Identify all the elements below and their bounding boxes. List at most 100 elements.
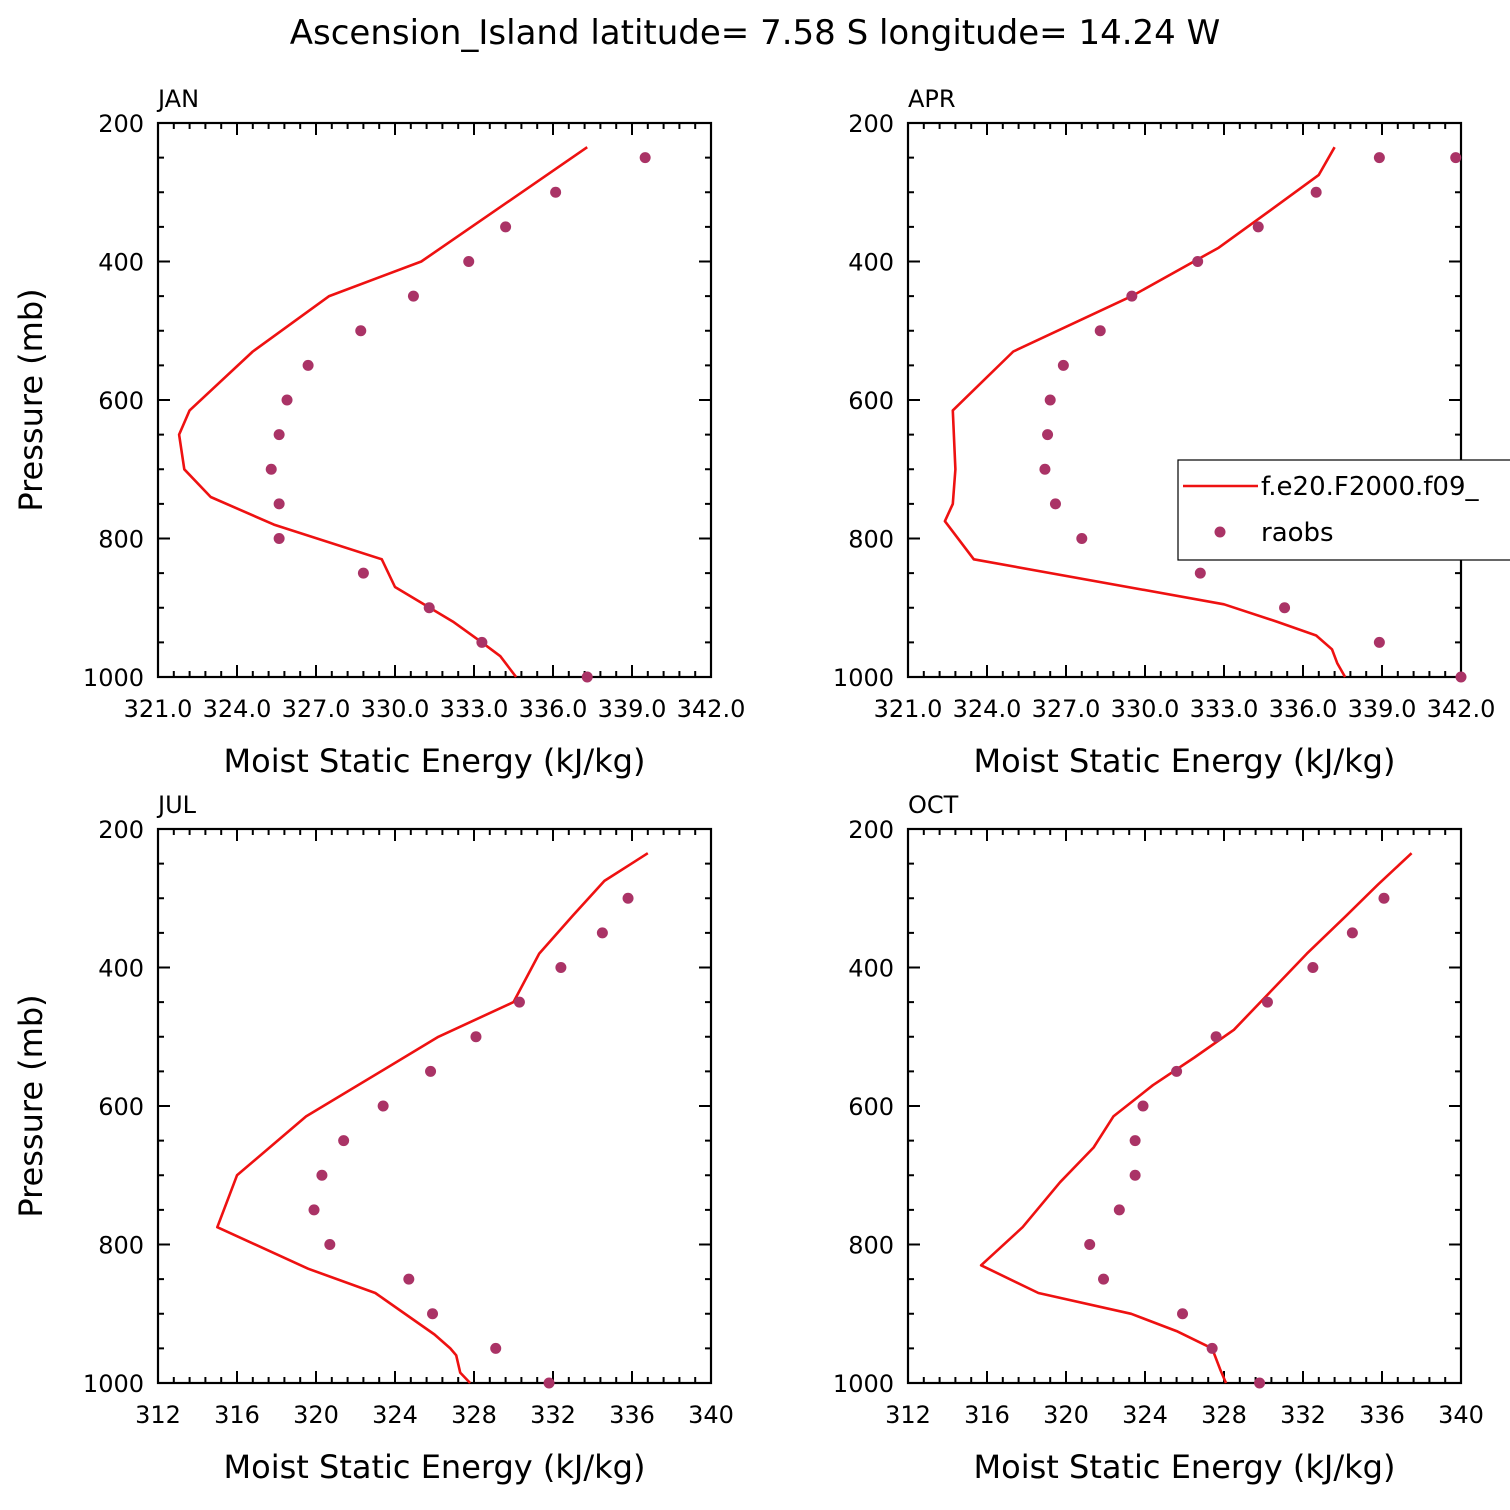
raobs-point — [550, 186, 562, 198]
x-tick-label: 342.0 — [1427, 695, 1496, 723]
x-tick-label: 333.0 — [440, 695, 509, 723]
raobs-point — [407, 290, 419, 302]
x-tick-label: 324.0 — [953, 695, 1022, 723]
y-tick-label: 400 — [98, 249, 144, 277]
x-tick-label: 321.0 — [124, 695, 193, 723]
y-tick-label: 200 — [98, 110, 144, 138]
raobs-point — [355, 325, 367, 337]
x-axis-label: Moist Static Energy (kJ/kg) — [224, 742, 646, 780]
figure-title: Ascension_Island latitude= 7.58 S longit… — [290, 13, 1221, 53]
raobs-point — [1098, 1273, 1110, 1285]
y-tick-label: 600 — [848, 1093, 894, 1121]
raobs-point — [1346, 927, 1358, 939]
plot-frame — [156, 827, 713, 1385]
raobs-point — [1129, 1169, 1141, 1181]
raobs-point — [1279, 602, 1291, 614]
model-line — [979, 852, 1413, 1384]
x-tick-label: 328 — [1201, 1401, 1247, 1429]
raobs-point — [1039, 463, 1051, 475]
raobs-point — [308, 1204, 320, 1216]
raobs-point — [513, 996, 525, 1008]
raobs-point — [555, 962, 567, 973]
x-axis-label: Moist Static Energy (kJ/kg) — [974, 1448, 1396, 1486]
x-tick-label: 320 — [1043, 1401, 1089, 1429]
raobs-point — [581, 671, 593, 683]
y-axis-label: Pressure (mb) — [12, 288, 50, 511]
x-tick-label: 336 — [1359, 1401, 1405, 1429]
x-tick-label: 327.0 — [282, 695, 351, 723]
x-tick-label: 324.0 — [203, 695, 272, 723]
legend-obs-marker — [1214, 526, 1226, 538]
y-tick-label: 1000 — [83, 1370, 144, 1398]
plot-frame — [906, 827, 1463, 1385]
raobs-point — [1450, 152, 1462, 164]
raobs-point — [1177, 1308, 1189, 1320]
x-tick-label: 320 — [293, 1401, 339, 1429]
x-axis-label: Moist Static Energy (kJ/kg) — [974, 742, 1396, 780]
raobs-point — [470, 1031, 482, 1043]
x-tick-label: 342.0 — [677, 695, 746, 723]
raobs-point — [1049, 498, 1061, 510]
raobs-point — [265, 463, 277, 475]
plot-frame — [906, 121, 1463, 679]
raobs-point — [403, 1273, 415, 1285]
raobs-point — [273, 429, 285, 441]
x-tick-label: 336 — [609, 1401, 655, 1429]
x-tick-label: 332 — [530, 1401, 576, 1429]
raobs-point — [1261, 996, 1273, 1008]
raobs-point — [1042, 429, 1054, 441]
panel-label: JUL — [156, 791, 197, 819]
y-tick-label: 1000 — [833, 664, 894, 692]
raobs-point — [1076, 533, 1088, 544]
raobs-point — [1084, 1239, 1096, 1250]
raobs-point — [1252, 221, 1264, 233]
raobs-point — [1373, 636, 1385, 648]
panels: JAN 321.0 324.0 327.0 330.0 333.0 336.0 339.0 34… — [12, 85, 1495, 1486]
x-tick-label: 324 — [372, 1401, 418, 1429]
y-tick-label: 600 — [98, 387, 144, 415]
raobs-point — [1373, 152, 1385, 164]
y-tick-label: 600 — [98, 1093, 144, 1121]
raobs-point — [543, 1377, 555, 1389]
raobs-point — [476, 636, 488, 648]
x-tick-label: 336.0 — [1269, 695, 1338, 723]
x-tick-label: 340 — [1438, 1401, 1484, 1429]
x-tick-label: 339.0 — [598, 695, 667, 723]
x-tick-label: 327.0 — [1032, 695, 1101, 723]
legend-obs-label: raobs — [1261, 518, 1334, 548]
y-axis-label: Pressure (mb) — [12, 994, 50, 1217]
legend: f.e20.F2000.f09_ raobs — [1177, 459, 1510, 561]
y-tick-label: 200 — [848, 816, 894, 844]
raobs-point — [357, 567, 369, 579]
x-tick-label: 330.0 — [361, 695, 430, 723]
legend-model-label: f.e20.F2000.f09_ — [1261, 472, 1479, 502]
y-tick-label: 800 — [98, 526, 144, 554]
model-line — [943, 146, 1347, 678]
raobs-point — [1194, 567, 1206, 579]
x-tick-label: 324 — [1122, 1401, 1168, 1429]
raobs-point — [1094, 325, 1106, 337]
raobs-point — [1171, 1065, 1183, 1077]
y-tick-label: 200 — [98, 816, 144, 844]
x-tick-label: 328 — [451, 1401, 497, 1429]
raobs-point — [1455, 671, 1467, 683]
y-tick-label: 800 — [848, 526, 894, 554]
y-tick-label: 800 — [848, 1232, 894, 1260]
panel-label: JAN — [156, 85, 199, 113]
raobs-point — [500, 221, 512, 233]
raobs-point — [1378, 892, 1390, 904]
y-tick-label: 200 — [848, 110, 894, 138]
panel-jul: JUL 312 316 320 324 328 332 336 340 200 400 600 800 1… — [12, 791, 734, 1486]
panel-oct: OCT 312 316 320 324 328 332 336 340 200 400 600 800 1… — [833, 791, 1484, 1486]
raobs-point — [316, 1169, 328, 1181]
y-tick-label: 1000 — [833, 1370, 894, 1398]
y-tick-label: 600 — [848, 387, 894, 415]
x-axis-label: Moist Static Energy (kJ/kg) — [224, 1448, 646, 1486]
raobs-point — [423, 602, 435, 614]
raobs-point — [596, 927, 608, 939]
raobs-point — [427, 1308, 439, 1320]
model-line — [177, 146, 588, 678]
x-tick-label: 330.0 — [1111, 695, 1180, 723]
raobs-point — [302, 359, 314, 371]
raobs-point — [1057, 359, 1069, 371]
